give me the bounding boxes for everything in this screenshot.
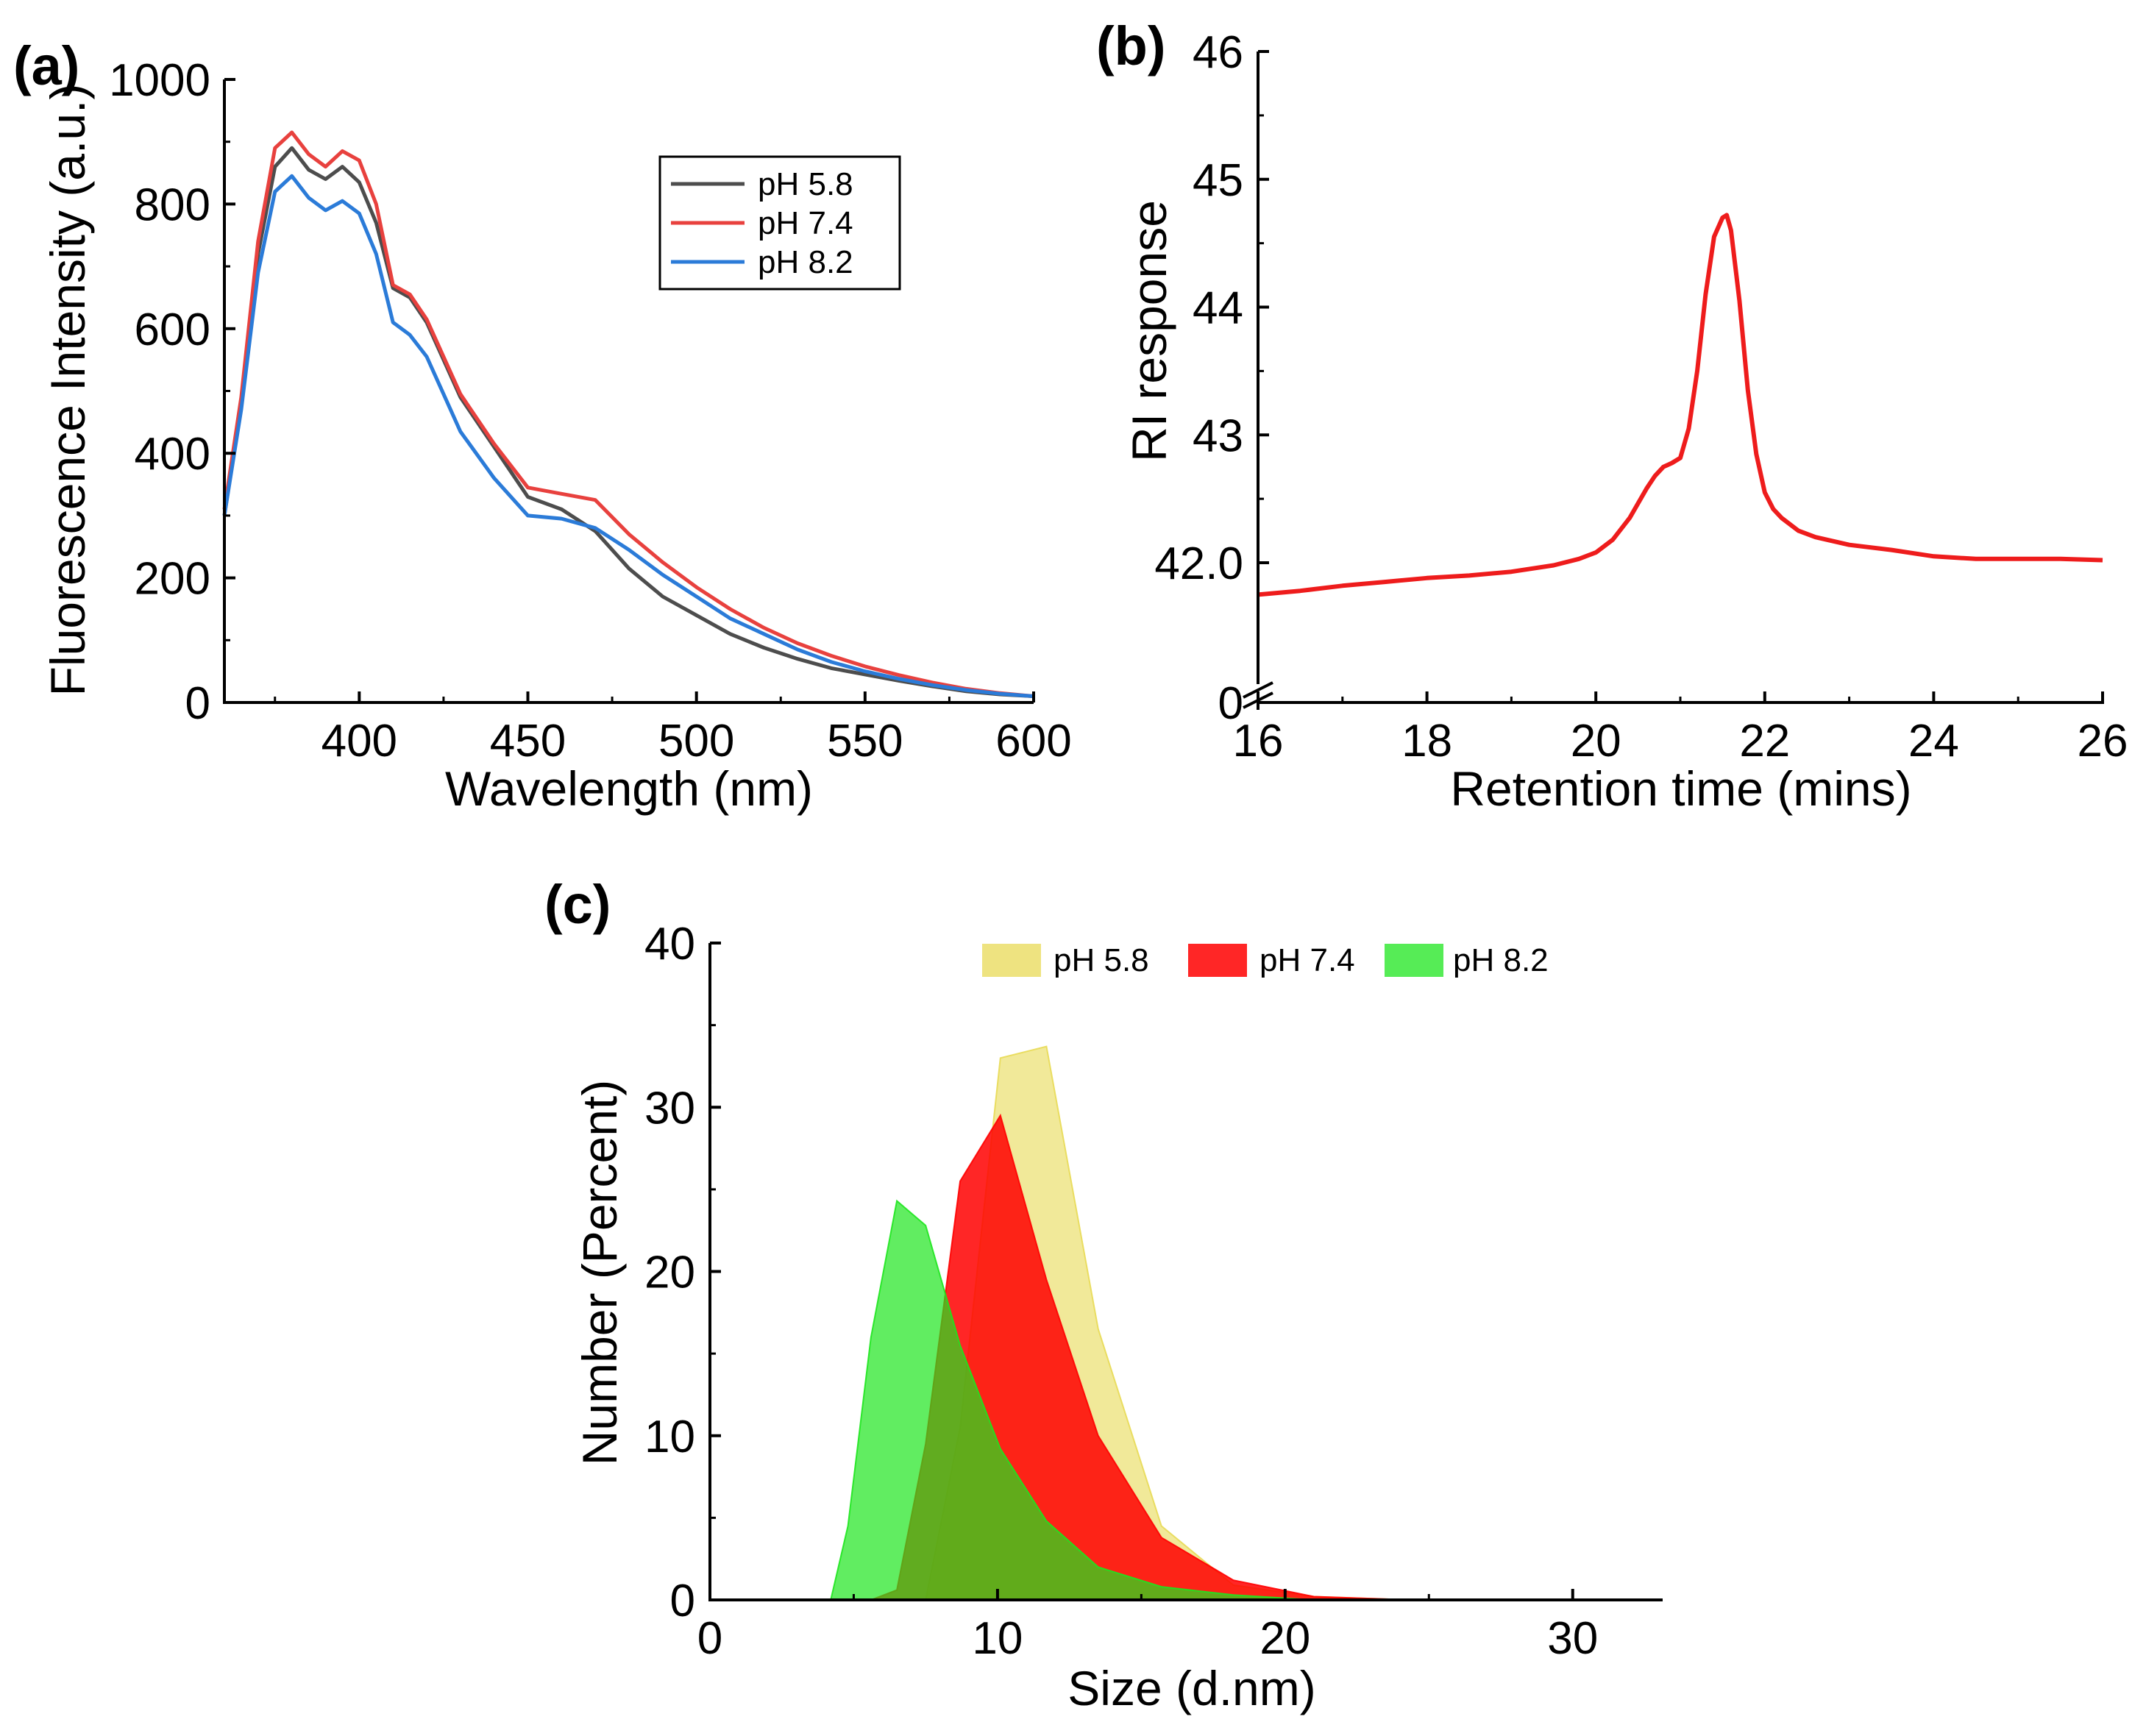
y-tick-label: 46 — [1193, 27, 1243, 78]
series-line-ph82 — [222, 174, 1034, 698]
x-tick-label: 20 — [1259, 1613, 1310, 1664]
legend-label-ph58: pH 5.8 — [758, 166, 853, 202]
y-tick-label-zero: 0 — [1218, 678, 1243, 729]
y-tick-label: 43 — [1193, 410, 1243, 461]
panel-c-y-ticks: 0 10 20 30 40 — [644, 919, 721, 1626]
y-tick-label: 400 — [135, 429, 210, 480]
panel-c-x-title: Size (d.nm) — [1067, 1661, 1315, 1715]
y-tick-label: 1000 — [109, 55, 210, 106]
x-tick-label: 450 — [490, 716, 566, 766]
panel-a-legend: pH 5.8 pH 7.4 pH 8.2 — [658, 155, 901, 291]
panel-a-y-ticks: 0 200 400 600 800 1000 — [109, 55, 235, 729]
y-tick-label: 20 — [644, 1248, 695, 1298]
panel-c-y-title: Number (Percent) — [572, 1080, 627, 1466]
panel-a-series — [222, 130, 1034, 698]
x-tick-label: 550 — [827, 716, 903, 766]
x-tick-label: 24 — [1908, 716, 1959, 766]
panel-c-legend: pH 5.8 pH 7.4 pH 8.2 — [982, 942, 1549, 978]
y-tick-label: 42.0 — [1154, 538, 1243, 589]
series-line-ri — [1257, 213, 2103, 597]
panel-b-series — [1257, 213, 2103, 597]
legend-swatch-ph58 — [982, 944, 1041, 977]
y-tick-label: 600 — [135, 305, 210, 355]
panel-b-y-ticks: 42.0 43 44 45 46 0 — [1154, 27, 1269, 729]
panel-a-x-ticks: 400 450 500 550 600 — [274, 691, 1072, 766]
panel-c-size: (c) 0 10 20 30 40 0 10 20 30 Size (d.nm) Number… — [544, 874, 1663, 1715]
series-area-ph82 — [710, 1199, 1659, 1601]
y-tick-label: 44 — [1193, 283, 1243, 334]
x-tick-label: 26 — [2078, 716, 2128, 766]
legend-label-c-ph74: pH 7.4 — [1259, 942, 1355, 978]
x-tick-label: 400 — [321, 716, 397, 766]
legend-label-c-ph82: pH 8.2 — [1453, 942, 1549, 978]
x-tick-label: 10 — [972, 1613, 1023, 1664]
x-tick-label: 30 — [1547, 1613, 1598, 1664]
y-tick-label: 40 — [644, 919, 695, 970]
x-tick-label: 500 — [658, 716, 734, 766]
panel-b-x-title: Retention time (mins) — [1450, 761, 1911, 816]
panel-a-fluorescence: (a) 0 200 400 600 800 1000 400 450 500 550 600 Wa… — [13, 35, 1072, 816]
x-tick-label: 22 — [1739, 716, 1790, 766]
panel-b-y-title: RI response — [1122, 200, 1176, 462]
y-tick-label: 0 — [185, 678, 210, 729]
legend-label-c-ph58: pH 5.8 — [1054, 942, 1149, 978]
panel-a-legend-box — [658, 155, 901, 291]
panel-c-label: (c) — [544, 874, 611, 935]
legend-swatch-ph74 — [1188, 944, 1247, 977]
panel-a-label: (a) — [13, 35, 79, 96]
series-line-ph74 — [222, 130, 1034, 698]
x-tick-label: 0 — [697, 1613, 722, 1664]
panel-b-label: (b) — [1096, 15, 1166, 77]
series-line-ph58 — [222, 146, 1034, 698]
panel-b-ri: (b) 42.0 43 44 45 46 0 16 18 20 22 24 26 Retention… — [1096, 15, 2128, 816]
y-tick-label: 30 — [644, 1083, 695, 1134]
panel-b-x-ticks: 16 18 20 22 24 26 — [1233, 691, 2128, 766]
x-tick-label: 16 — [1233, 716, 1284, 766]
x-tick-label: 18 — [1401, 716, 1452, 766]
panel-c-series — [710, 1045, 1659, 1601]
y-tick-label: 0 — [670, 1576, 695, 1626]
y-tick-label: 10 — [644, 1412, 695, 1462]
x-tick-label: 600 — [995, 716, 1071, 766]
legend-swatch-ph82 — [1385, 944, 1443, 977]
panel-a-x-title: Wavelength (nm) — [445, 761, 813, 816]
y-tick-label: 45 — [1193, 155, 1243, 206]
legend-label-ph74: pH 7.4 — [758, 205, 853, 241]
legend-label-ph82: pH 8.2 — [758, 244, 853, 280]
panel-c-x-ticks: 0 10 20 30 — [697, 1589, 1598, 1664]
y-tick-label: 800 — [135, 179, 210, 230]
panel-a-y-title: Fluorescence Intensity (a.u.) — [40, 84, 95, 697]
x-tick-label: 20 — [1571, 716, 1621, 766]
axis-break-mark-1 — [1243, 681, 1273, 699]
y-tick-label: 200 — [135, 554, 210, 605]
